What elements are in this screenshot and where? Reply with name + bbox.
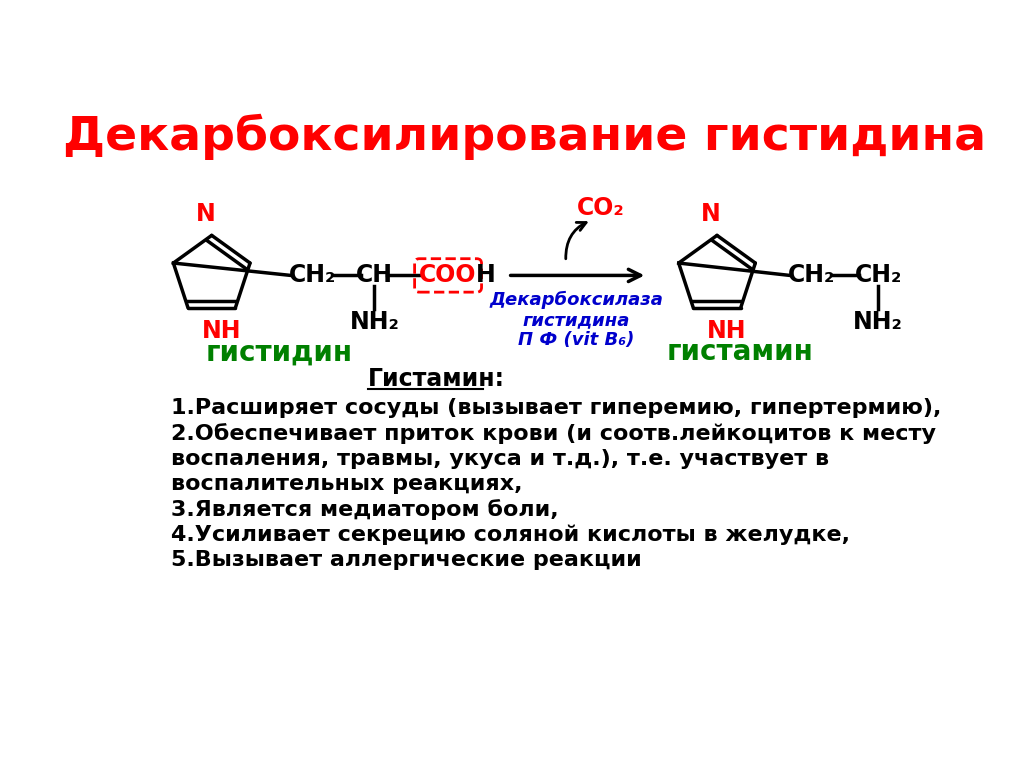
Text: N: N	[700, 202, 721, 226]
Text: Гистамин:: Гистамин:	[369, 367, 505, 392]
Text: NH: NH	[707, 319, 746, 343]
Text: Декарбоксилирование гистидина: Декарбоксилирование гистидина	[63, 114, 986, 160]
Text: 4.Усиливает секрецию соляной кислоты в желудке,: 4.Усиливает секрецию соляной кислоты в ж…	[171, 525, 850, 545]
Text: гистидина: гистидина	[522, 311, 630, 329]
Text: NH₂: NH₂	[349, 310, 399, 333]
Text: воспалительных реакциях,: воспалительных реакциях,	[171, 474, 522, 494]
Text: CH: CH	[356, 263, 393, 287]
Text: H: H	[476, 263, 496, 287]
Text: 1.Расширяет сосуды (вызывает гиперемию, гипертермию),: 1.Расширяет сосуды (вызывает гиперемию, …	[171, 398, 941, 418]
Text: CO₂: CO₂	[577, 196, 625, 220]
Text: 3.Является медиатором боли,: 3.Является медиатором боли,	[171, 499, 558, 520]
Text: N: N	[196, 202, 215, 226]
Text: воспаления, травмы, укуса и т.д.), т.е. участвует в: воспаления, травмы, укуса и т.д.), т.е. …	[171, 449, 828, 468]
Text: NH₂: NH₂	[853, 310, 903, 333]
Text: CH₂: CH₂	[787, 263, 836, 287]
Text: COO: COO	[419, 263, 477, 287]
Text: гистидин: гистидин	[206, 339, 352, 366]
Text: 5.Вызывает аллергические реакции: 5.Вызывает аллергические реакции	[171, 551, 641, 571]
Text: Декарбоксилаза: Декарбоксилаза	[489, 291, 663, 310]
Text: NH: NH	[202, 319, 242, 343]
Text: П Ф (vit B₆): П Ф (vit B₆)	[518, 331, 634, 349]
Text: CH₂: CH₂	[854, 263, 902, 287]
Text: CH₂: CH₂	[289, 263, 336, 287]
Text: 2.Обеспечивает приток крови (и соотв.лейкоцитов к месту: 2.Обеспечивает приток крови (и соотв.лей…	[171, 423, 936, 444]
Text: гистамин: гистамин	[667, 339, 813, 366]
